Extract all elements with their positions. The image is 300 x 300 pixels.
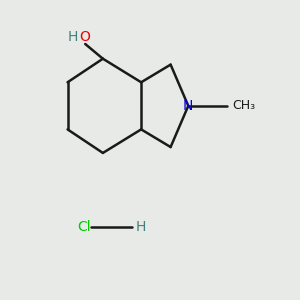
Text: N: N xyxy=(183,99,194,113)
Text: Cl: Cl xyxy=(77,220,91,234)
Text: H: H xyxy=(68,30,78,44)
Text: CH₃: CH₃ xyxy=(232,99,256,112)
Text: O: O xyxy=(79,30,90,44)
Text: H: H xyxy=(135,220,146,234)
